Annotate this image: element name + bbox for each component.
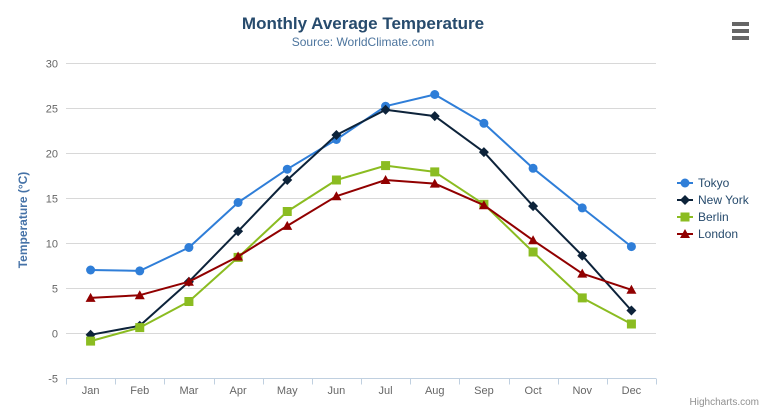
y-axis-label: 0 [52, 329, 58, 341]
data-point[interactable] [429, 178, 440, 188]
legend-symbol-marker [680, 178, 690, 188]
data-point[interactable] [528, 247, 538, 257]
data-point[interactable] [429, 111, 440, 122]
legend-item-london[interactable]: London [677, 227, 738, 241]
x-axis-label: May [277, 385, 298, 397]
y-axis-label: 25 [46, 104, 58, 116]
legend-symbol-marker [680, 195, 690, 205]
legend-item-label: Tokyo [698, 176, 730, 190]
data-point[interactable] [626, 284, 637, 294]
y-axis-label: 10 [46, 239, 58, 251]
legend-symbol-marker [680, 229, 690, 238]
data-point[interactable] [528, 201, 539, 212]
y-axis-label: -5 [48, 374, 58, 386]
y-axis-label: 5 [52, 284, 58, 296]
x-axis-label: Jul [379, 385, 393, 397]
data-point[interactable] [183, 276, 194, 286]
data-point[interactable] [479, 118, 489, 128]
x-axis-label: Mar [179, 385, 198, 397]
axis-layer: -5 0 5 10 15 20 25 30 Jan Feb Mar Apr May Jun Jul Aug Se… [46, 59, 657, 397]
series-new-york[interactable] [85, 104, 637, 340]
data-point[interactable] [184, 297, 194, 306]
x-axis-label: Apr [230, 385, 247, 397]
context-menu-button[interactable] [732, 22, 749, 40]
x-axis-label: Feb [130, 385, 149, 397]
data-point[interactable] [380, 104, 391, 115]
legend-item-new-york[interactable]: New York [677, 193, 750, 207]
series-line [89, 93, 633, 272]
x-axis-label: Sep [474, 385, 494, 397]
y-axis-label: 15 [46, 194, 58, 206]
y-axis-label: 20 [46, 149, 58, 161]
legend-item-label: New York [698, 193, 750, 207]
chart-subtitle: Source: WorldClimate.com [292, 35, 435, 49]
y-axis-title: Temperature (°C) [16, 172, 30, 269]
x-axis-label: Dec [622, 385, 642, 397]
data-point[interactable] [184, 243, 194, 252]
data-point[interactable] [528, 235, 539, 245]
legend-item-berlin[interactable]: Berlin [677, 210, 729, 224]
data-point[interactable] [282, 164, 292, 174]
series-line [89, 164, 633, 343]
data-point[interactable] [135, 323, 145, 333]
data-point[interactable] [86, 336, 96, 346]
series-line [89, 179, 633, 299]
data-point[interactable] [626, 305, 637, 316]
series-line [89, 108, 633, 336]
data-point[interactable] [134, 290, 145, 300]
series-layer [85, 90, 637, 346]
legend: Tokyo New York Berlin London [677, 176, 750, 241]
data-point[interactable] [528, 163, 538, 173]
x-axis-label: Jan [82, 385, 100, 397]
legend-item-label: London [698, 227, 738, 241]
credits-link[interactable]: Highcharts.com [690, 397, 759, 408]
x-axis-label: Jun [328, 385, 346, 397]
data-point[interactable] [282, 207, 292, 216]
data-point[interactable] [331, 175, 341, 185]
data-point[interactable] [626, 242, 636, 252]
data-point[interactable] [86, 265, 96, 275]
grid-layer [66, 63, 656, 379]
data-point[interactable] [282, 220, 293, 230]
legend-item-label: Berlin [698, 210, 729, 224]
data-point[interactable] [85, 292, 96, 302]
data-point[interactable] [430, 167, 440, 177]
data-point[interactable] [478, 147, 489, 158]
y-axis-label: 30 [46, 59, 58, 71]
data-point[interactable] [282, 175, 293, 185]
data-point[interactable] [233, 251, 244, 261]
chart-title: Monthly Average Temperature [242, 14, 484, 33]
data-point[interactable] [626, 319, 636, 329]
data-point[interactable] [331, 130, 342, 140]
series-tokyo[interactable] [86, 90, 636, 276]
data-point[interactable] [380, 175, 391, 184]
data-point[interactable] [478, 200, 489, 210]
data-point[interactable] [577, 268, 588, 278]
data-point[interactable] [381, 161, 391, 171]
data-point[interactable] [577, 203, 587, 213]
hamburger-icon [732, 22, 749, 40]
x-axis-label: Oct [525, 385, 542, 397]
legend-symbol-marker [680, 212, 690, 222]
data-point[interactable] [331, 191, 342, 201]
series-london[interactable] [85, 175, 637, 302]
data-point[interactable] [577, 250, 588, 261]
x-axis-label: Nov [572, 385, 592, 397]
data-point[interactable] [233, 226, 244, 237]
x-axis-label: Aug [425, 385, 445, 397]
data-point[interactable] [430, 90, 440, 99]
data-point[interactable] [577, 293, 587, 303]
data-point[interactable] [135, 266, 145, 276]
data-point[interactable] [233, 198, 243, 207]
legend-item-tokyo[interactable]: Tokyo [677, 176, 730, 190]
